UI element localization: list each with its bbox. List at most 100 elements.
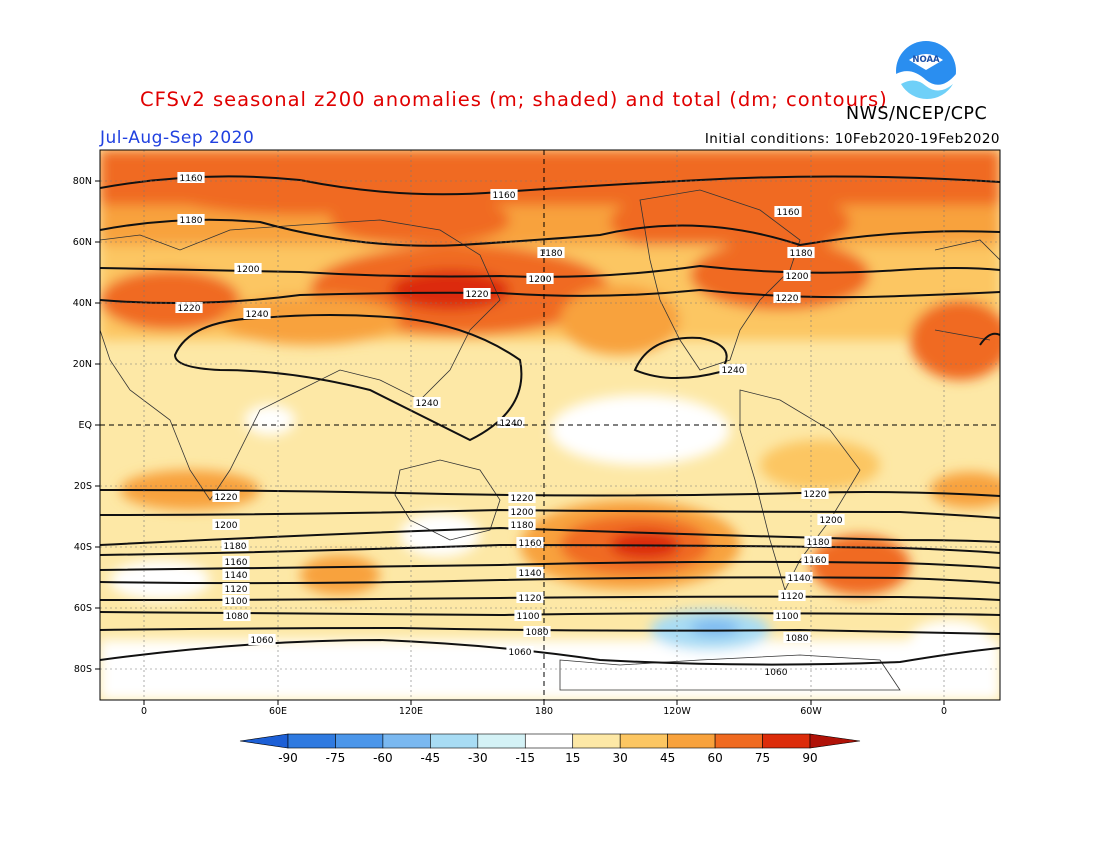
lon-label-0-right: 0 [941,706,947,717]
contour-label: 1120 [222,583,250,595]
colorbar-segment [430,733,479,749]
svg-text:1240: 1240 [416,399,439,409]
contour-label: 1220 [801,488,829,500]
svg-text:1180: 1180 [540,249,563,259]
svg-text:1240: 1240 [500,419,523,429]
colorbar-segment [524,733,574,749]
colorbar-tick-label: 15 [565,751,580,765]
colorbar-segment [667,733,716,749]
contour-label: 1160 [490,189,518,201]
svg-text:1220: 1220 [511,494,534,504]
agency-label: NWS/NCEP/CPC [846,104,988,124]
season-label: Jul-Aug-Sep 2020 [100,128,255,148]
lat-label-80s: 80S [74,664,92,675]
lat-label-eq: EQ [79,420,92,431]
svg-text:1240: 1240 [722,366,745,376]
lat-label-80n: 80N [73,176,92,187]
contour-label: 1160 [801,554,829,566]
lat-label-20n: 20N [73,359,92,370]
lat-axis: 80N 60N 40N 20N EQ 20S 40S 60S 80S [73,176,100,675]
colorbar-tick-label: 90 [802,751,817,765]
colorbar-segment [572,733,621,749]
contour-label: 1140 [785,572,813,584]
lat-label-60n: 60N [73,237,92,248]
svg-text:1180: 1180 [224,542,247,552]
contour-label: 1220 [508,492,536,504]
colorbar: -90 -75 -60 -45 -30 -15 15 30 45 60 75 90 [239,733,861,765]
colorbar-tick-label: 30 [613,751,628,765]
colorbar-segment [762,733,811,749]
contour-label: 1200 [234,263,262,275]
colorbar-segment [477,733,526,749]
svg-text:1060: 1060 [509,648,532,658]
contour-label: 1160 [222,556,250,568]
lon-label-0-left: 0 [141,706,147,717]
chart-title: CFSv2 seasonal z200 anomalies (m; shaded… [140,88,888,111]
contour-label: 1180 [177,214,205,226]
contour-label: 1200 [526,273,554,285]
contour-label: 1180 [804,536,832,548]
contour-label: 1100 [773,610,801,622]
lon-label-120e: 120E [399,706,423,717]
svg-text:1080: 1080 [786,634,809,644]
contour-label: 1220 [212,491,240,503]
lon-label-60e: 60E [269,706,287,717]
colorbar-segment [287,733,336,749]
lat-label-40n: 40N [73,298,92,309]
colorbar-segment [335,733,384,749]
svg-text:NOAA: NOAA [912,55,940,65]
colorbar-max-arrow [809,733,861,749]
contour-label: 1160 [177,172,205,184]
noaa-logo-icon: NOAA [896,41,956,102]
svg-text:1160: 1160 [804,556,827,566]
colorbar-segment [714,733,763,749]
contour-label: 1200 [783,270,811,282]
svg-text:1200: 1200 [237,265,260,275]
contour-label: 1160 [774,206,802,218]
svg-text:1060: 1060 [251,636,274,646]
svg-text:1220: 1220 [215,493,238,503]
lat-label-20s: 20S [74,481,92,492]
svg-text:1160: 1160 [493,191,516,201]
contour-label: 1060 [762,666,790,678]
contour-label: 1100 [222,595,250,607]
gridlines [100,150,1000,700]
svg-text:1140: 1140 [788,574,811,584]
colorbar-tick-label: -30 [468,751,488,765]
colorbar-tick-label: 45 [660,751,675,765]
svg-text:1180: 1180 [180,216,203,226]
svg-text:1080: 1080 [226,612,249,622]
svg-text:1060: 1060 [765,668,788,678]
lon-axis: 0 60E 120E 180 120W 60W 0 [141,700,947,717]
colorbar-tick-label: -60 [373,751,393,765]
contour-labels: 1160 1160 1160 1180 1180 1180 1200 1200 1200 1220… [175,172,845,678]
lon-label-60w: 60W [800,706,822,717]
contour-label: 1240 [413,397,441,409]
svg-text:1160: 1160 [777,208,800,218]
svg-text:1080: 1080 [526,628,549,638]
lat-label-40s: 40S [74,542,92,553]
colorbar-tick-label: -15 [515,751,535,765]
svg-text:1160: 1160 [225,558,248,568]
svg-text:1100: 1100 [517,612,540,622]
svg-text:1160: 1160 [180,174,203,184]
colorbar-tick-label: -45 [421,751,441,765]
colorbar-tick-label: 75 [755,751,770,765]
contour-label: 1180 [508,519,536,531]
colorbar-segment [382,733,431,749]
contour-label: 1240 [719,364,747,376]
svg-text:1200: 1200 [820,516,843,526]
contour-label: 1080 [783,632,811,644]
contour-label: 1060 [506,646,534,658]
colorbar-tick-label: 60 [707,751,722,765]
map-frame [99,149,1001,701]
svg-text:1200: 1200 [786,272,809,282]
lat-label-60s: 60S [74,603,92,614]
svg-text:1160: 1160 [519,539,542,549]
svg-text:1220: 1220 [804,490,827,500]
contour-label: 1220 [773,292,801,304]
contour-label: 1220 [463,288,491,300]
contour-label: 1180 [221,540,249,552]
contour-label: 1200 [212,519,240,531]
colorbar-segment [619,733,668,749]
